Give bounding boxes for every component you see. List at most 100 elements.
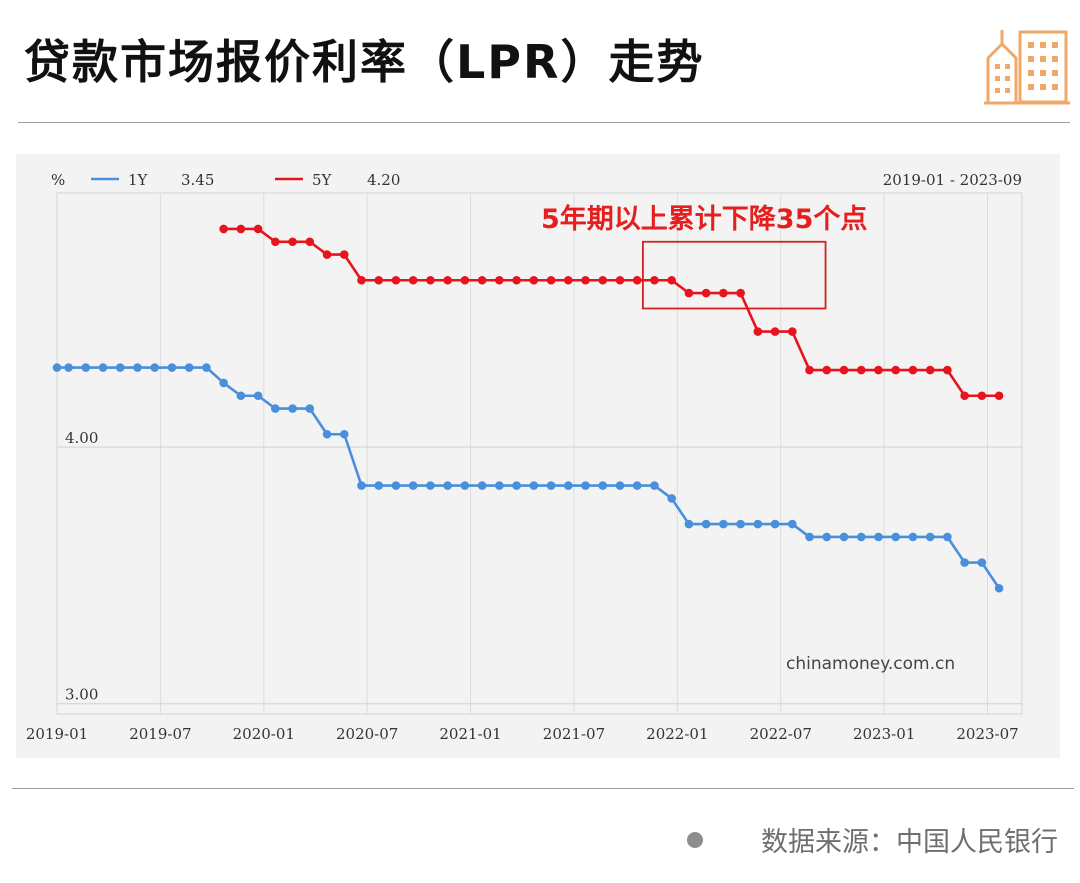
data-point-1Y (495, 481, 504, 490)
data-point-5Y (253, 224, 263, 234)
data-point-5Y (632, 275, 642, 285)
data-point-5Y (408, 275, 418, 285)
chinamoney-credit: chinamoney.com.cn (786, 654, 955, 674)
x-tick-label: 2021-01 (439, 725, 501, 743)
data-point-5Y (701, 288, 711, 298)
data-point-1Y (805, 532, 814, 542)
legend-5y-label: 5Y (312, 171, 333, 189)
data-point-1Y (236, 391, 246, 401)
legend-1y-label: 1Y (128, 171, 149, 189)
data-point-5Y (581, 275, 590, 285)
data-point-1Y (219, 378, 228, 388)
data-point-5Y (874, 365, 883, 375)
data-point-1Y (52, 363, 62, 372)
data-point-5Y (495, 275, 504, 285)
x-tick-label: 2023-07 (956, 725, 1018, 743)
x-tick-label: 2020-01 (233, 725, 295, 743)
data-point-1Y (701, 519, 711, 529)
data-point-1Y (563, 481, 573, 490)
data-point-1Y (81, 363, 91, 372)
data-point-5Y (288, 237, 297, 247)
data-point-1Y (770, 519, 780, 529)
data-point-5Y (753, 327, 763, 336)
unit-label: % (51, 171, 65, 189)
data-point-5Y (529, 275, 539, 285)
y-tick-label: 3.00 (65, 686, 98, 704)
data-point-1Y (443, 481, 452, 490)
series-line-1Y (57, 366, 1001, 589)
series-layer (52, 224, 1004, 593)
plot-frame (56, 192, 1023, 715)
x-tick-label: 2023-01 (853, 725, 915, 743)
data-point-1Y (460, 481, 470, 490)
data-point-1Y (150, 363, 160, 372)
data-point-1Y (719, 519, 728, 529)
data-point-1Y (64, 363, 73, 372)
data-point-1Y (960, 558, 969, 567)
data-point-5Y (805, 365, 814, 375)
legend-1y-value: 3.45 (181, 171, 214, 189)
data-point-5Y (822, 365, 832, 375)
date-range-label: 2019-01 - 2023-09 (883, 171, 1022, 189)
data-point-5Y (598, 275, 608, 285)
data-point-1Y (305, 404, 315, 413)
highlight-layer (641, 240, 827, 310)
data-point-5Y (219, 224, 228, 234)
data-point-1Y (133, 363, 142, 372)
data-point-5Y (908, 365, 918, 375)
data-point-1Y (822, 532, 832, 542)
data-point-1Y (115, 363, 125, 372)
data-point-1Y (339, 429, 349, 439)
data-point-1Y (925, 532, 935, 542)
data-point-1Y (908, 532, 918, 542)
data-point-1Y (202, 363, 211, 372)
data-point-1Y (994, 583, 1004, 593)
data-point-1Y (632, 481, 642, 490)
bullet-dot-icon (687, 831, 703, 848)
building-logo-icon (984, 30, 1070, 105)
data-point-1Y (288, 404, 297, 413)
data-point-5Y (925, 365, 935, 375)
data-point-1Y (650, 481, 659, 490)
data-point-1Y (667, 494, 676, 503)
data-point-1Y (684, 519, 694, 529)
data-point-5Y (339, 250, 349, 259)
data-point-5Y (477, 275, 487, 285)
data-point-1Y (426, 481, 435, 490)
data-point-1Y (357, 481, 366, 490)
data-point-1Y (581, 481, 590, 490)
data-point-5Y (667, 275, 676, 285)
data-point-1Y (546, 481, 556, 490)
data-point-5Y (357, 275, 366, 285)
data-point-1Y (615, 481, 625, 490)
data-point-1Y (753, 519, 763, 529)
data-point-1Y (839, 532, 849, 542)
data-point-5Y (994, 391, 1004, 401)
data-point-5Y (856, 365, 866, 375)
data-point-5Y (977, 391, 987, 401)
series-line-5Y (223, 227, 1000, 398)
data-point-5Y (787, 327, 797, 336)
data-point-5Y (563, 275, 573, 285)
data-point-1Y (529, 481, 539, 490)
data-point-5Y (512, 275, 521, 285)
data-point-5Y (615, 275, 625, 285)
data-point-1Y (512, 481, 521, 490)
data-point-5Y (460, 275, 470, 285)
data-point-5Y (322, 250, 332, 259)
data-point-5Y (719, 288, 728, 298)
y-tick-label: 4.00 (65, 429, 98, 447)
annotation-text: 5年期以上累计下降35个点 (541, 203, 867, 235)
data-point-5Y (839, 365, 849, 375)
data-point-5Y (305, 237, 315, 247)
data-point-1Y (253, 391, 263, 401)
data-point-1Y (977, 558, 987, 567)
data-point-1Y (408, 481, 418, 490)
data-point-1Y (874, 532, 883, 542)
data-point-1Y (271, 404, 280, 413)
data-point-1Y (167, 363, 177, 372)
data-point-5Y (374, 275, 384, 285)
x-tick-label: 2019-01 (26, 725, 88, 743)
data-point-1Y (856, 532, 866, 542)
data-point-5Y (391, 275, 401, 285)
